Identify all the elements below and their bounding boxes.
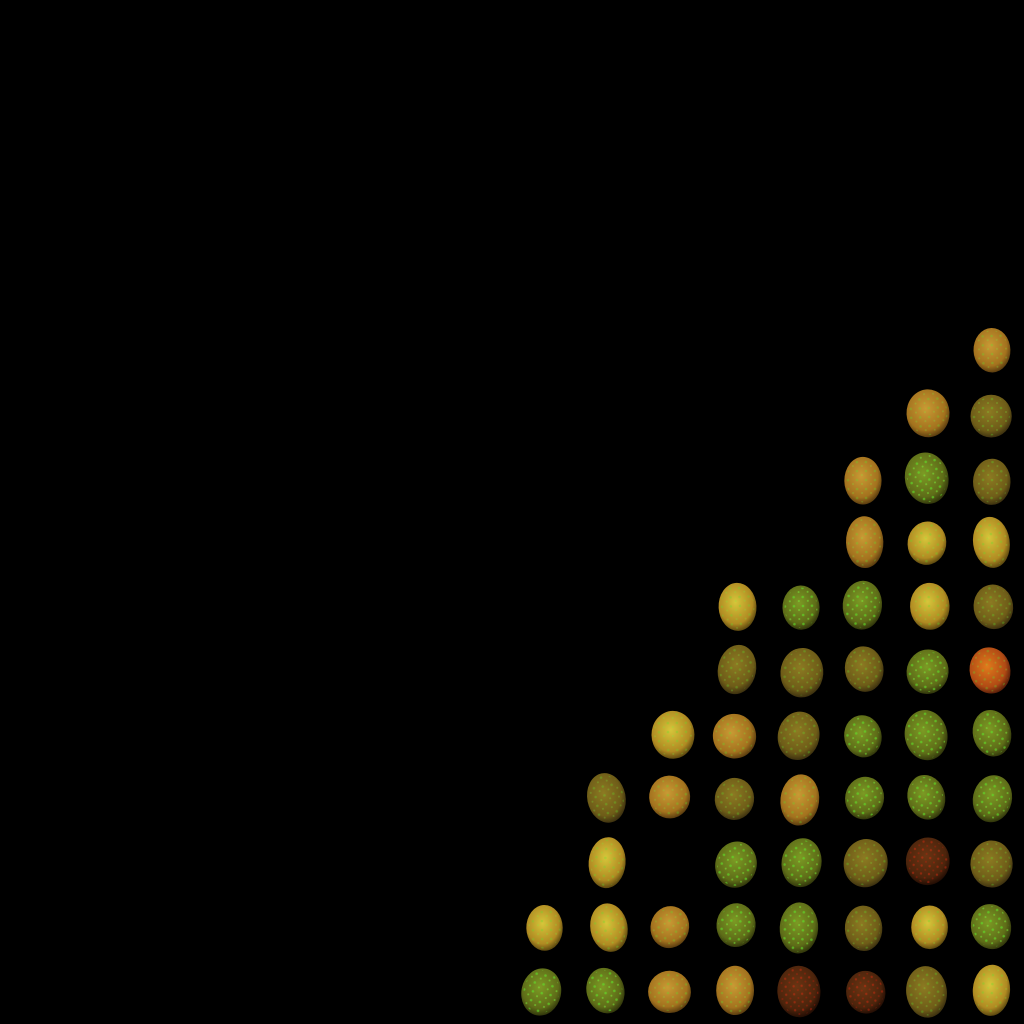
cell-speckle [848, 972, 884, 1012]
cell-speckle [972, 396, 1010, 436]
cell-grid [521, 328, 1014, 1018]
cell-speckle [844, 582, 881, 628]
cell-speckle [653, 712, 693, 757]
cell-speckle [650, 972, 689, 1012]
cell-speckle [781, 904, 817, 952]
cell-speckle [909, 776, 944, 818]
cell-speckle [847, 518, 882, 567]
cell-speckle [779, 967, 819, 1016]
cell-speckle [782, 649, 822, 696]
cell-speckle [908, 391, 948, 436]
cell-speckle [720, 584, 755, 629]
cell-speckle [906, 454, 947, 502]
cell-speckle [590, 839, 624, 887]
cell-speckle [909, 523, 945, 563]
cell-speckle [845, 841, 886, 886]
cell-speckle [779, 713, 818, 759]
cell-speckle [716, 779, 753, 818]
cell-speckle [975, 330, 1009, 371]
cell-speckle [912, 584, 948, 628]
cell-speckle [846, 458, 880, 503]
cell-speckle [719, 646, 755, 693]
cell-speckle [972, 842, 1011, 886]
cell-speckle [588, 969, 623, 1012]
cell-speckle [592, 905, 626, 950]
cell-speckle [714, 715, 755, 757]
cell-speckle [783, 840, 820, 886]
cell-speckle [908, 651, 947, 692]
cell-speckle [974, 966, 1009, 1014]
cell-speckle [907, 839, 948, 884]
cell-speckle [971, 649, 1009, 692]
cell-speckle [652, 908, 688, 947]
cell-speckle [972, 906, 1010, 948]
cell-speckle [651, 777, 689, 817]
cell-speckle [846, 648, 882, 690]
cell-speckle [528, 907, 561, 949]
cell-speckle [847, 778, 883, 818]
cell-speckle [846, 907, 881, 950]
cell-speckle [846, 717, 880, 756]
cell-speckle [717, 843, 755, 886]
cell-speckle [589, 775, 624, 821]
cell-speckle [906, 712, 946, 759]
cell-speckle [975, 460, 1009, 503]
cell-speckle [782, 776, 818, 824]
cell-speckle [974, 711, 1010, 755]
cell-speckle [523, 970, 560, 1014]
cell-speckle [784, 587, 818, 628]
cell-speckle [974, 518, 1008, 566]
cell-speckle [975, 586, 1012, 628]
cell-speckle [908, 968, 945, 1016]
cell-speckle [718, 905, 754, 946]
cell-speckle [718, 967, 753, 1014]
cell-speckle [913, 907, 946, 948]
cell-speckle [974, 777, 1011, 821]
